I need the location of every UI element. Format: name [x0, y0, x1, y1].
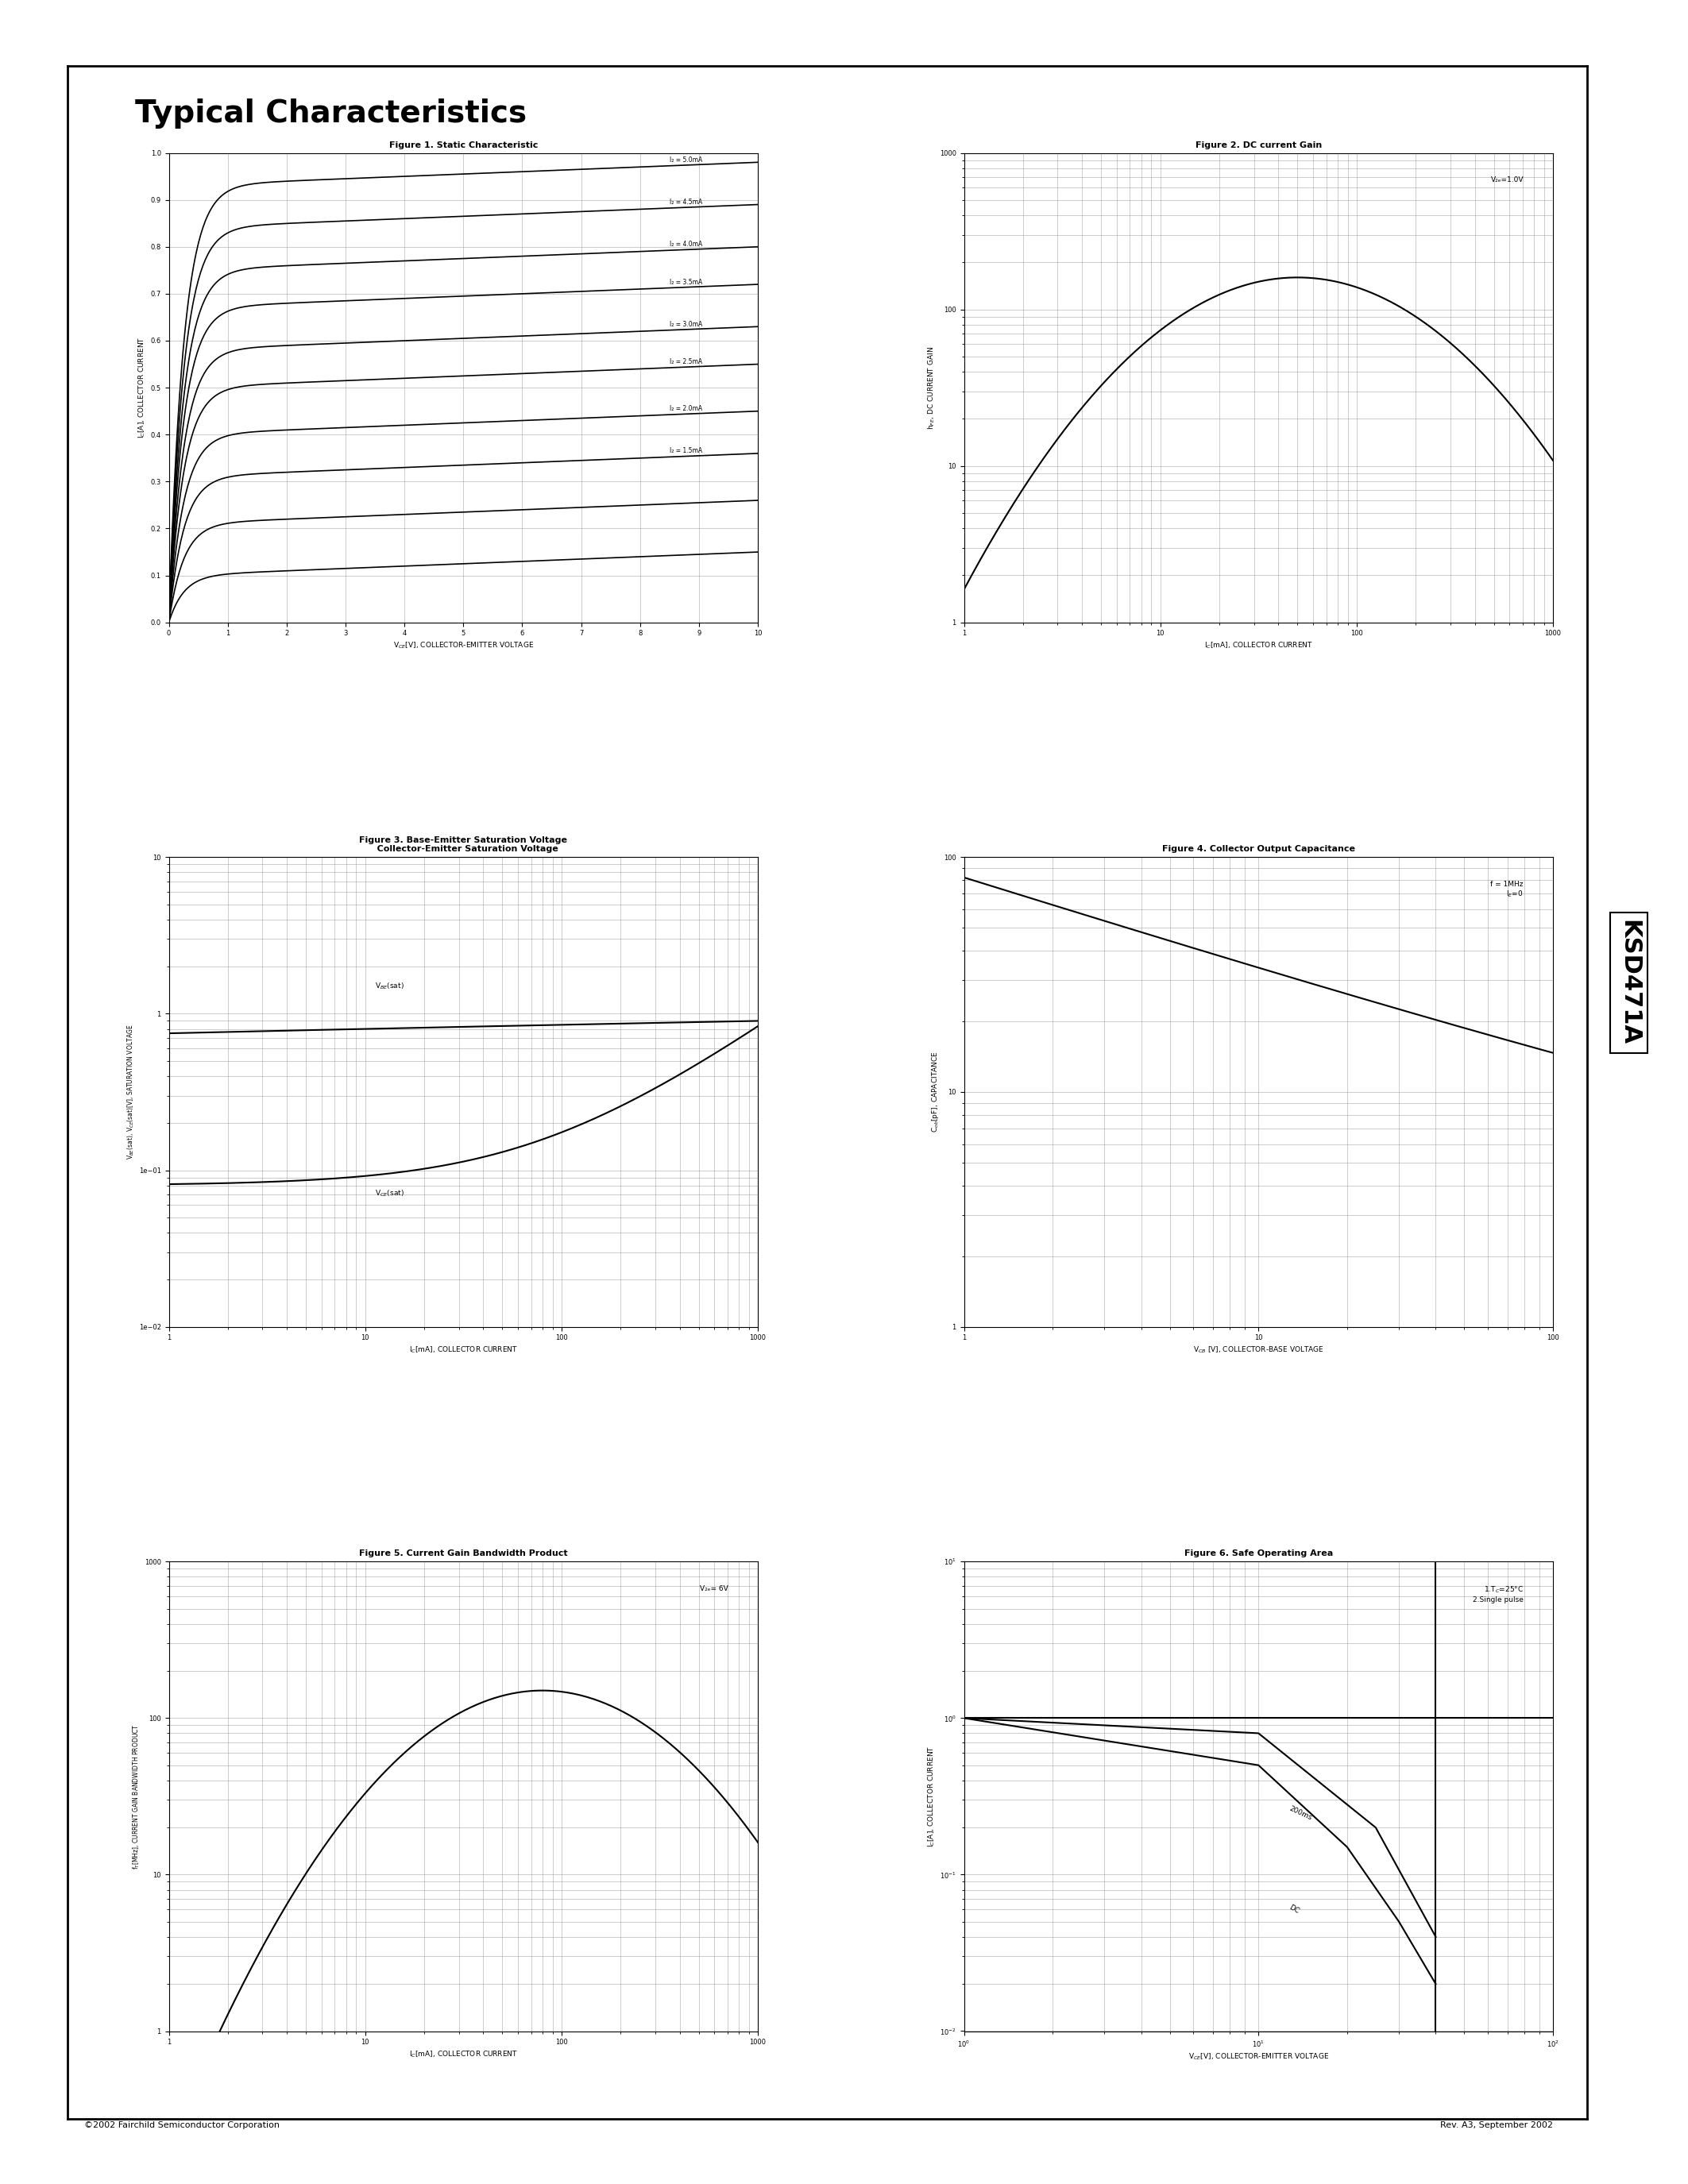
X-axis label: V$_{CB}$ [V], COLLECTOR-BASE VOLTAGE: V$_{CB}$ [V], COLLECTOR-BASE VOLTAGE	[1193, 1345, 1323, 1354]
Text: I₂ = 2.5mA: I₂ = 2.5mA	[670, 358, 702, 365]
X-axis label: V$_{CE}$[V], COLLECTOR-EMITTER VOLTAGE: V$_{CE}$[V], COLLECTOR-EMITTER VOLTAGE	[1188, 2053, 1328, 2062]
Text: I₂ = 3.0mA: I₂ = 3.0mA	[670, 321, 702, 328]
Y-axis label: f$_T$[MHz], CURRENT GAIN BANDWIDTH PRODUCT: f$_T$[MHz], CURRENT GAIN BANDWIDTH PRODU…	[132, 1723, 142, 1870]
Text: 1.T$_C$=25°C
2.Single pulse: 1.T$_C$=25°C 2.Single pulse	[1472, 1586, 1524, 1603]
Text: V₂ₑ=1.0V: V₂ₑ=1.0V	[1491, 177, 1524, 183]
Text: DC: DC	[1288, 1904, 1300, 1915]
Text: V₂ₑ= 6V: V₂ₑ= 6V	[701, 1586, 728, 1592]
Text: I₂ = 3.5mA: I₂ = 3.5mA	[670, 277, 702, 286]
Title: Figure 2. DC current Gain: Figure 2. DC current Gain	[1195, 142, 1322, 149]
Text: I₂ = 4.0mA: I₂ = 4.0mA	[670, 240, 702, 249]
Text: V$_{BE}$(sat): V$_{BE}$(sat)	[375, 981, 403, 992]
Y-axis label: V$_{BE}$(sat), V$_{CE}$(sat)[V], SATURATION VOLTAGE: V$_{BE}$(sat), V$_{CE}$(sat)[V], SATURAT…	[125, 1024, 135, 1160]
Text: KSD471A: KSD471A	[1617, 919, 1641, 1046]
X-axis label: V$_{CE}$[V], COLLECTOR-EMITTER VOLTAGE: V$_{CE}$[V], COLLECTOR-EMITTER VOLTAGE	[393, 640, 533, 651]
Text: I₂ = 5.0mA: I₂ = 5.0mA	[670, 157, 702, 164]
Text: Rev. A3, September 2002: Rev. A3, September 2002	[1440, 2121, 1553, 2129]
Text: V$_{CE}$(sat): V$_{CE}$(sat)	[375, 1188, 403, 1199]
Y-axis label: C$_{ob}$[pF], CAPACITANCE: C$_{ob}$[pF], CAPACITANCE	[930, 1051, 940, 1133]
Text: ©2002 Fairchild Semiconductor Corporation: ©2002 Fairchild Semiconductor Corporatio…	[84, 2121, 280, 2129]
Text: I₂ = 4.5mA: I₂ = 4.5mA	[670, 199, 702, 205]
Title: Figure 6. Safe Operating Area: Figure 6. Safe Operating Area	[1183, 1551, 1334, 1557]
X-axis label: I$_C$[mA], COLLECTOR CURRENT: I$_C$[mA], COLLECTOR CURRENT	[1204, 640, 1313, 651]
Y-axis label: I$_C$[A], COLLECTOR CURRENT: I$_C$[A], COLLECTOR CURRENT	[927, 1745, 937, 1848]
Title: Figure 4. Collector Output Capacitance: Figure 4. Collector Output Capacitance	[1161, 845, 1355, 854]
X-axis label: I$_C$[mA], COLLECTOR CURRENT: I$_C$[mA], COLLECTOR CURRENT	[408, 1345, 518, 1354]
Title: Figure 1. Static Characteristic: Figure 1. Static Characteristic	[388, 142, 538, 149]
Text: Typical Characteristics: Typical Characteristics	[135, 98, 527, 129]
Text: f = 1MHz
I$_E$=0: f = 1MHz I$_E$=0	[1491, 880, 1524, 900]
Text: 200ms: 200ms	[1288, 1804, 1313, 1821]
Title: Figure 3. Base-Emitter Saturation Voltage
   Collector-Emitter Saturation Voltag: Figure 3. Base-Emitter Saturation Voltag…	[360, 836, 567, 854]
Y-axis label: h$_{FE}$, DC CURRENT GAIN: h$_{FE}$, DC CURRENT GAIN	[927, 345, 937, 430]
Y-axis label: I$_C$[A], COLLECTOR CURRENT: I$_C$[A], COLLECTOR CURRENT	[137, 336, 147, 439]
X-axis label: I$_C$[mA], COLLECTOR CURRENT: I$_C$[mA], COLLECTOR CURRENT	[408, 2049, 518, 2060]
Title: Figure 5. Current Gain Bandwidth Product: Figure 5. Current Gain Bandwidth Product	[360, 1551, 567, 1557]
Text: I₂ = 2.0mA: I₂ = 2.0mA	[670, 406, 702, 413]
Text: I₂ = 1.5mA: I₂ = 1.5mA	[670, 448, 702, 454]
